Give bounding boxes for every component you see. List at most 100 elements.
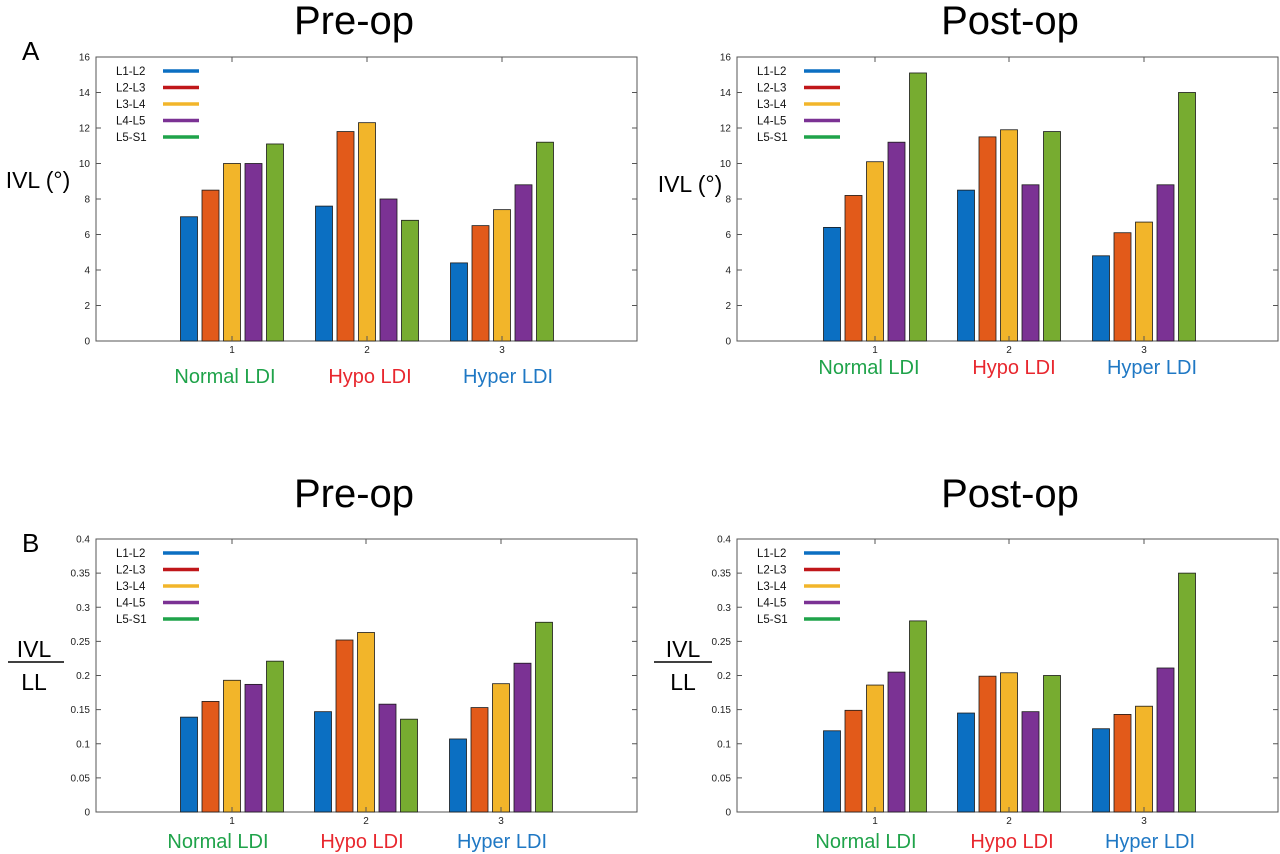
- chart-b-post-op-bar-L1-L2-cat3: [1092, 728, 1110, 813]
- chart-b-pre-op-bar-L5-S1-cat1: [266, 660, 284, 813]
- chart-a-pre-op-ylabel: IVL (°): [6, 167, 71, 193]
- chart-b-pre-op-group-label-hyper: Hyper LDI: [457, 831, 547, 853]
- chart-a-post-op-legend-label-L4-L5: L4-L5: [757, 116, 786, 128]
- chart-b-pre-op-ytick-label: 0.05: [71, 773, 91, 784]
- panel-label-b: B: [22, 528, 39, 558]
- chart-b-pre-op-bar-L5-S1-cat3: [535, 621, 553, 813]
- chart-a-pre-op-bar-L2-L3-cat2: [336, 131, 355, 342]
- chart-a-post-op-ytick-label: 14: [720, 88, 732, 99]
- chart-a-pre-op-legend-label-L5-S1: L5-S1: [116, 132, 147, 144]
- chart-b-post-op-ytick-label: 0.3: [717, 603, 731, 614]
- chart-a-post-op-legend-label-L1-L2: L1-L2: [757, 66, 786, 78]
- chart-b-post-op-bar-L2-L3-cat3: [1113, 714, 1132, 813]
- chart-a-pre-op-legend-label-L1-L2: L1-L2: [116, 66, 145, 78]
- chart-b-pre-op-bar-L1-L2-cat3: [449, 738, 467, 813]
- chart-b-pre-op-bar-L4-L5-cat1: [244, 683, 263, 813]
- chart-b-pre-op-title: Pre-op: [294, 472, 414, 516]
- chart-b-pre-op: Pre-op IVL LL 0 0.05 0.1 0.15 0.2 0.25 0.3 0.35…: [8, 472, 638, 853]
- chart-b-post-op-ytick-label: 0.35: [712, 569, 732, 580]
- chart-a-pre-op-ytick-label: 12: [79, 124, 91, 135]
- chart-a-pre-op-bar-L4-L5-cat3: [514, 184, 533, 342]
- chart-b-post-op-bar-L5-S1-cat1: [909, 620, 927, 813]
- chart-b-post-op-ytick-label: 0.1: [717, 739, 731, 750]
- chart-b-post-op-bar-L4-L5-cat1: [887, 671, 906, 813]
- chart-b-post-op-ytick-label: 0.25: [712, 637, 732, 648]
- chart-b-pre-op-ytick-label: 0.1: [76, 739, 90, 750]
- chart-a-post-op-group-label-normal: Normal LDI: [818, 357, 919, 379]
- chart-a-pre-op-xtick-label: 1: [229, 345, 235, 356]
- chart-b-post-op-bar-L3-L4-cat2: [1000, 672, 1018, 813]
- chart-a-pre-op-bar-L4-L5-cat2: [379, 198, 398, 342]
- chart-b-post-op-title: Post-op: [941, 472, 1079, 516]
- chart-a-post-op-ylabel: IVL (°): [658, 171, 723, 197]
- chart-a-post-op-ytick-label: 12: [720, 124, 732, 135]
- chart-a-pre-op-ytick-label: 14: [79, 88, 91, 99]
- chart-a-pre-op-ytick-label: 0: [84, 337, 90, 348]
- chart-a-pre-op-bar-L3-L4-cat1: [223, 163, 241, 342]
- chart-a-pre-op-legend-label-L4-L5: L4-L5: [116, 116, 145, 128]
- chart-b-pre-op-ytick-label: 0: [84, 808, 90, 819]
- chart-b-post-op-ytick-label: 0.4: [717, 535, 731, 546]
- chart-b-post-op-bar-L3-L4-cat3: [1135, 705, 1153, 813]
- chart-b-post-op-bar-L3-L4-cat1: [866, 684, 884, 813]
- chart-b-post-op-ytick-label: 0.2: [717, 671, 731, 682]
- chart-a-post-op-group-label-hypo: Hypo LDI: [972, 357, 1055, 379]
- chart-a-post-op-bar-L4-L5-cat1: [887, 141, 906, 342]
- chart-b-post-op-group-label-hypo: Hypo LDI: [970, 831, 1053, 853]
- chart-b-pre-op-bar-L1-L2-cat2: [314, 711, 332, 813]
- chart-a-pre-op-bar-L3-L4-cat3: [493, 209, 511, 342]
- chart-b-pre-op-ytick-label: 0.15: [71, 705, 91, 716]
- chart-a-post-op-bar-L3-L4-cat2: [1000, 129, 1018, 342]
- chart-b-pre-op-ytick-label: 0.3: [76, 603, 90, 614]
- chart-b-post-op-ytick-label: 0: [725, 808, 731, 819]
- chart-b-pre-op-legend-label-L5-S1: L5-S1: [116, 614, 147, 626]
- chart-b-pre-op-bar-L5-S1-cat2: [400, 718, 418, 813]
- chart-a-post-op-bar-L2-L3-cat1: [844, 195, 863, 342]
- chart-b-pre-op-xtick-label: 2: [363, 816, 369, 827]
- chart-a-post-op-bar-L5-S1-cat2: [1043, 131, 1061, 342]
- chart-b-post-op-bar-L1-L2-cat2: [957, 712, 975, 813]
- chart-a-pre-op-bar-L5-S1-cat3: [536, 141, 554, 342]
- chart-a-pre-op-bar-L4-L5-cat1: [244, 163, 263, 342]
- chart-a-post-op-xtick-label: 2: [1006, 345, 1012, 356]
- chart-b-post-op-legend-label-L5-S1: L5-S1: [757, 614, 788, 626]
- chart-a-post-op-ytick-label: 6: [725, 230, 731, 241]
- chart-a-post-op-ytick-label: 0: [725, 337, 731, 348]
- chart-a-post-op-ytick-label: 16: [720, 53, 732, 64]
- chart-b-post-op-xtick-label: 3: [1141, 816, 1147, 827]
- chart-a-post-op-bar-L3-L4-cat3: [1135, 221, 1153, 342]
- chart-a-post-op-bar-L4-L5-cat3: [1156, 184, 1175, 342]
- chart-a-pre-op-legend-label-L2-L3: L2-L3: [116, 83, 145, 95]
- chart-a-pre-op-bar-L5-S1-cat1: [266, 143, 284, 342]
- chart-b-pre-op-legend-label-L4-L5: L4-L5: [116, 598, 145, 610]
- chart-a-post-op-ytick-label: 4: [725, 266, 731, 277]
- chart-b-pre-op-bar-L2-L3-cat3: [470, 707, 489, 813]
- chart-a-post-op-bar-L2-L3-cat2: [978, 136, 997, 342]
- chart-a-post-op-bar-L1-L2-cat3: [1092, 255, 1110, 342]
- chart-b-post-op-ytick-label: 0.05: [712, 773, 732, 784]
- chart-a-pre-op-ytick-label: 2: [84, 301, 90, 312]
- chart-a-post-op-group-label-hyper: Hyper LDI: [1107, 357, 1197, 379]
- chart-a-pre-op-group-label-hypo: Hypo LDI: [328, 366, 411, 388]
- chart-b-post-op-group-label-normal: Normal LDI: [815, 831, 916, 853]
- chart-a-post-op-xtick-label: 3: [1141, 345, 1147, 356]
- chart-a-post-op-xtick-label: 1: [872, 345, 878, 356]
- chart-b-pre-op-legend-label-L1-L2: L1-L2: [116, 548, 145, 560]
- chart-b-pre-op-ytick-label: 0.2: [76, 671, 90, 682]
- chart-a-post-op-bar-L4-L5-cat2: [1021, 184, 1040, 342]
- chart-a-pre-op-title: Pre-op: [294, 0, 414, 43]
- chart-b-pre-op-legend-label-L2-L3: L2-L3: [116, 565, 145, 577]
- chart-a-pre-op-bar-L1-L2-cat2: [315, 205, 333, 342]
- chart-a-pre-op-ytick-label: 4: [84, 266, 90, 277]
- chart-a-pre-op-bar-L2-L3-cat1: [201, 189, 220, 342]
- chart-a-pre-op-bar-L1-L2-cat3: [450, 262, 468, 342]
- chart-a-pre-op-bar-L5-S1-cat2: [401, 219, 419, 342]
- chart-a-pre-op-ytick-label: 6: [84, 230, 90, 241]
- chart-a-post-op-bar-L3-L4-cat1: [866, 161, 884, 342]
- chart-a-pre-op-bar-L2-L3-cat3: [471, 225, 490, 342]
- chart-a-post-op-bar-L2-L3-cat3: [1113, 232, 1132, 342]
- chart-b-post-op-legend-label-L4-L5: L4-L5: [757, 598, 786, 610]
- chart-a-pre-op-bar-L1-L2-cat1: [180, 216, 198, 342]
